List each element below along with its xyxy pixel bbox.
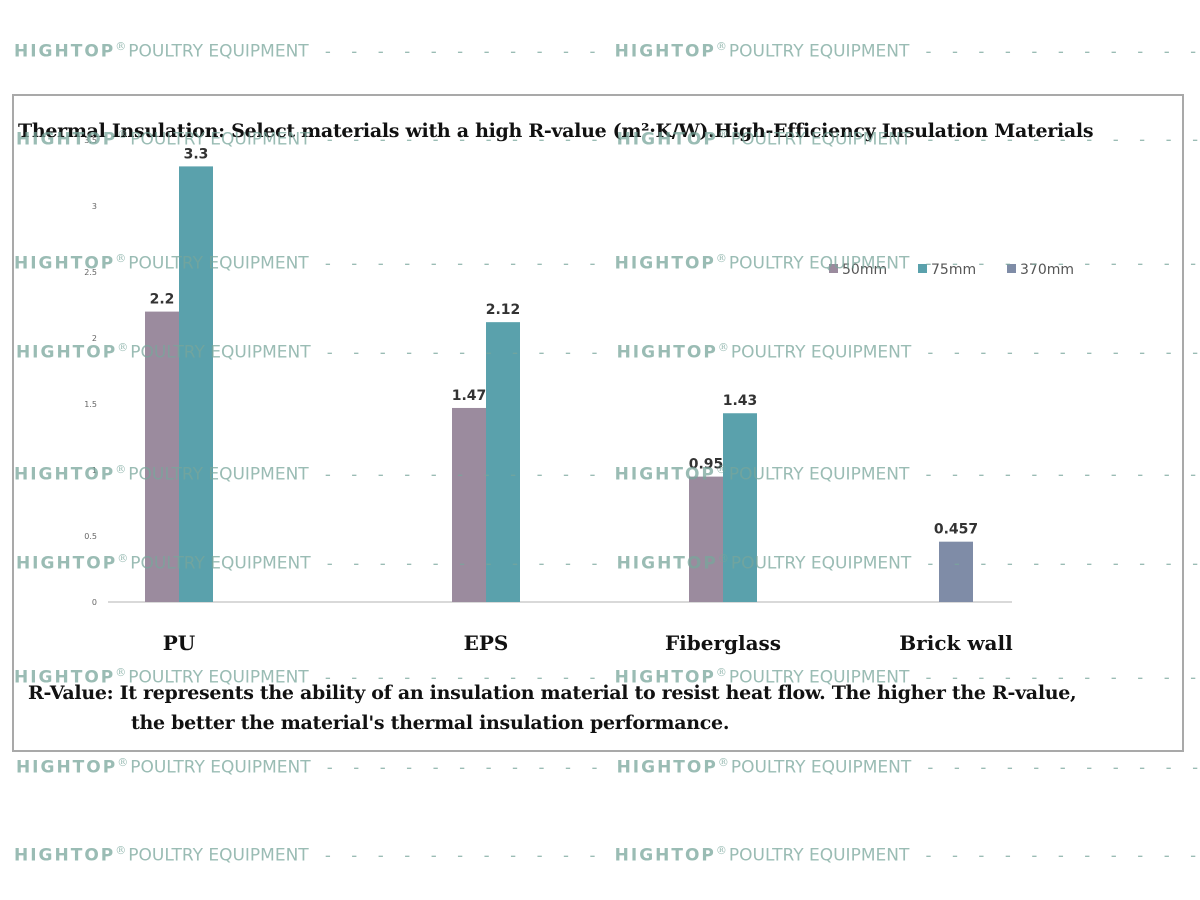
category-label: PU bbox=[163, 631, 195, 655]
y-axis-ticks: 0 0.5 1 1.5 2 2.5 3 3.5 bbox=[84, 136, 97, 607]
bar-eps-75mm bbox=[486, 322, 520, 602]
y-tick-label: 1.5 bbox=[84, 400, 97, 409]
legend: 50mm 75mm 370mm bbox=[829, 262, 1074, 278]
footnote-line-1: R-Value: It represents the ability of an… bbox=[28, 682, 1077, 704]
bars-group bbox=[145, 166, 973, 602]
bar-pu-50mm bbox=[145, 311, 179, 602]
chart-title: Thermal Insulation: Select materials wit… bbox=[18, 120, 1094, 142]
data-label: 1.43 bbox=[723, 393, 758, 409]
legend-swatch-50mm bbox=[829, 264, 838, 273]
y-tick-label: 0 bbox=[92, 598, 97, 607]
category-labels-group: PU EPS Fiberglass Brick wall bbox=[163, 631, 1013, 655]
y-tick-label: 3 bbox=[92, 202, 97, 211]
category-label: EPS bbox=[464, 631, 509, 655]
legend-swatch-75mm bbox=[918, 264, 927, 273]
y-tick-label: 2.5 bbox=[84, 268, 97, 277]
data-labels-group: 2.2 3.3 1.47 2.12 0.95 1.43 0.457 bbox=[150, 146, 979, 537]
legend-swatch-370mm bbox=[1007, 264, 1016, 273]
bar-pu-75mm bbox=[179, 166, 213, 602]
bar-fiberglass-50mm bbox=[689, 476, 723, 602]
legend-label-75mm: 75mm bbox=[931, 262, 976, 278]
footnote: R-Value: It represents the ability of an… bbox=[28, 678, 1188, 738]
y-tick-label: 0.5 bbox=[84, 532, 97, 541]
category-label: Fiberglass bbox=[665, 631, 781, 655]
y-tick-label: 2 bbox=[92, 334, 97, 343]
data-label: 2.12 bbox=[486, 302, 521, 318]
legend-label-370mm: 370mm bbox=[1020, 262, 1074, 278]
category-label: Brick wall bbox=[899, 631, 1013, 655]
bar-eps-50mm bbox=[452, 407, 486, 602]
data-label: 1.47 bbox=[452, 388, 487, 404]
data-label: 3.3 bbox=[184, 146, 209, 162]
bar-fiberglass-75mm bbox=[723, 413, 757, 602]
footnote-line-2: the better the material's thermal insula… bbox=[131, 712, 730, 734]
y-tick-label: 1 bbox=[92, 466, 97, 475]
legend-label-50mm: 50mm bbox=[842, 262, 887, 278]
data-label: 0.95 bbox=[689, 457, 724, 473]
data-label: 2.2 bbox=[150, 292, 175, 308]
data-label: 0.457 bbox=[934, 522, 978, 538]
bar-brick-wall-370mm bbox=[939, 541, 973, 602]
y-tick-label: 3.5 bbox=[84, 136, 97, 145]
